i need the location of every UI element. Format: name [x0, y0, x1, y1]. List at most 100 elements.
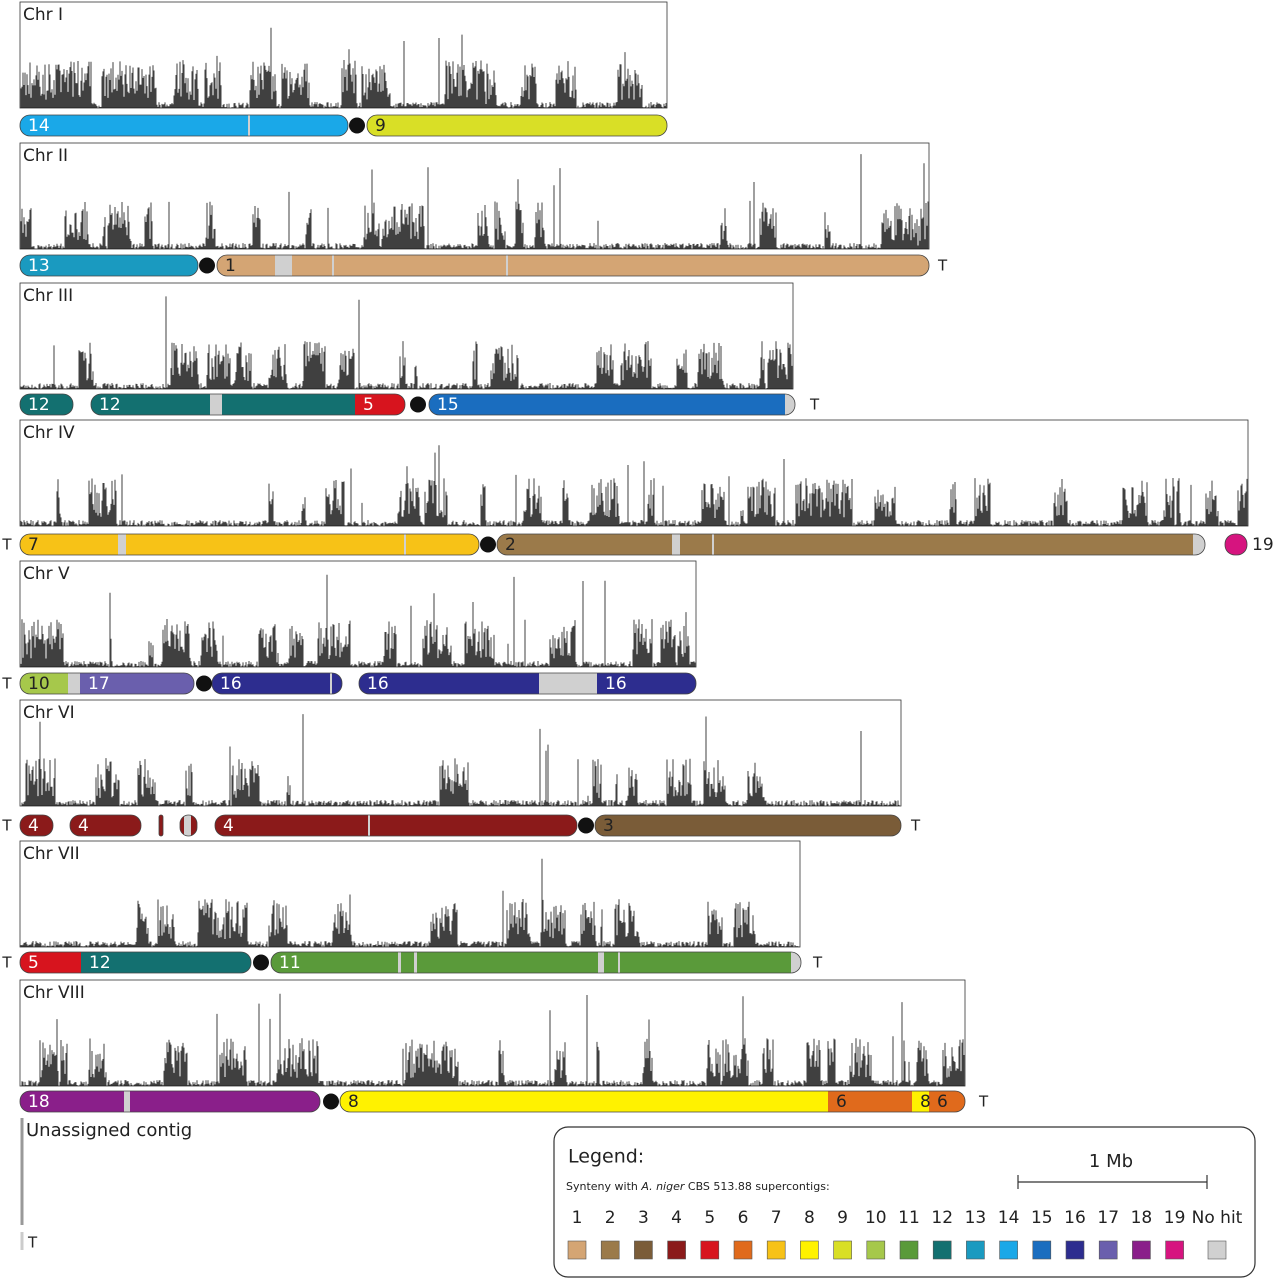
no-hit-segment: [598, 952, 604, 973]
legend-subtitle-pre: Synteny with: [566, 1180, 641, 1193]
chromosome-name: Chr V: [23, 564, 70, 584]
arm-outline: [216, 254, 930, 277]
telomere-label: T: [910, 817, 921, 835]
arm-outline: [428, 393, 796, 416]
segment-label: 1: [225, 256, 236, 276]
coverage-profile: [20, 574, 696, 667]
profile-box: [19, 282, 794, 390]
arm-outline: [179, 814, 198, 837]
legend-label: 19: [1164, 1208, 1186, 1228]
chromosome: Chr II 13 1 T: [19, 142, 948, 277]
legend-title: Legend:: [568, 1146, 644, 1168]
arm-outline: [19, 672, 195, 695]
chromosome-name: Chr I: [23, 5, 63, 25]
legend-subtitle: Synteny with A. niger CBS 513.88 superco…: [566, 1180, 830, 1193]
synteny-segment: [91, 394, 355, 415]
synteny-segment: [20, 534, 479, 555]
legend-label: 9: [837, 1208, 848, 1228]
segment-label: 6: [937, 1092, 948, 1112]
legend-swatch: [999, 1240, 1018, 1260]
segment-label: 15: [437, 395, 459, 415]
telomere-label: T: [1, 954, 12, 972]
synteny-segment: [20, 673, 68, 694]
legend-label: 8: [804, 1208, 815, 1228]
telomere-label: T: [1, 675, 12, 693]
legend-swatch: [600, 1240, 620, 1260]
segment-label: 16: [605, 674, 627, 694]
no-hit-segment: [712, 534, 714, 555]
arm-outline: [158, 814, 164, 837]
no-hit-segment: [414, 952, 417, 973]
synteny-segment: [271, 952, 801, 973]
synteny-segment: [595, 815, 901, 836]
no-hit-segment: [539, 673, 597, 694]
legend-swatch: [667, 1240, 686, 1260]
legend-swatch: [567, 1240, 587, 1260]
legend-swatch: [1132, 1240, 1151, 1260]
segment-label: 3: [603, 816, 614, 836]
segment-label: 4: [78, 816, 89, 836]
no-hit-segment: [785, 394, 795, 415]
legend-swatch: [966, 1240, 985, 1260]
no-hit-segment: [398, 952, 401, 973]
legend-label: 6: [738, 1208, 749, 1228]
profile-box: [19, 560, 697, 668]
coverage-profile: [20, 445, 1248, 526]
segment-label: 16: [367, 674, 389, 694]
no-hit-segment: [330, 673, 332, 694]
synteny-segment: [1225, 534, 1247, 555]
no-hit-segment: [618, 952, 620, 973]
chromosome: Chr V 10 17 16 16 16 T: [1, 560, 697, 695]
legend-label: 1: [572, 1208, 583, 1228]
telomere-label: T: [27, 1234, 38, 1252]
no-hit-segment: [404, 534, 406, 555]
chromosome-name: Chr II: [23, 146, 68, 166]
segment-label: 19: [1252, 535, 1274, 555]
chromosome-name: Chr VII: [23, 844, 80, 864]
telomere-label: T: [812, 954, 823, 972]
chromosome: Chr III 12 12 5 15 T: [19, 282, 820, 416]
centromere: [578, 817, 594, 834]
legend-label: 2: [605, 1208, 616, 1228]
telomere-label: T: [978, 1093, 989, 1111]
no-hit-segment: [332, 255, 334, 276]
no-hit-segment: [1193, 534, 1205, 555]
legend-label: 12: [931, 1208, 953, 1228]
segment-label: 16: [220, 674, 242, 694]
legend-swatch: [1165, 1240, 1184, 1260]
legend-label: 18: [1131, 1208, 1153, 1228]
no-hit-segment: [791, 952, 801, 973]
synteny-segment: [20, 115, 348, 136]
legend-label: 5: [704, 1208, 715, 1228]
arm-outline: [214, 814, 578, 837]
synteny-segment: [20, 255, 198, 276]
profile-box: [19, 142, 930, 250]
synteny-segment: [212, 673, 342, 694]
segment-label: 12: [28, 395, 50, 415]
no-hit-segment: [275, 255, 292, 276]
legend-subtitle-post: CBS 513.88 supercontigs:: [684, 1180, 829, 1193]
legend-swatch: [932, 1240, 952, 1260]
legend-label: 7: [771, 1208, 782, 1228]
synteny-segment: [20, 952, 81, 973]
no-hit-segment: [118, 534, 126, 555]
chromosome: Chr VII 5 12 11 T T: [1, 840, 823, 974]
segment-label: 12: [99, 395, 121, 415]
segment-label: 14: [28, 116, 50, 136]
synteny-segment: [159, 815, 163, 836]
legend-label: No hit: [1192, 1208, 1243, 1228]
segment-label: 11: [279, 953, 301, 973]
legend-swatch: [1098, 1240, 1118, 1260]
arm-outline: [594, 814, 902, 837]
legend-swatch: [733, 1240, 753, 1260]
arm-outline: [19, 1090, 321, 1113]
synteny-segment: [497, 534, 1205, 555]
no-hit-segment: [184, 815, 191, 836]
coverage-profile: [20, 154, 929, 249]
synteny-segment: [929, 1091, 965, 1112]
arm-outline: [358, 672, 697, 695]
legend-swatch: [800, 1240, 819, 1260]
segment-label: 4: [28, 816, 39, 836]
